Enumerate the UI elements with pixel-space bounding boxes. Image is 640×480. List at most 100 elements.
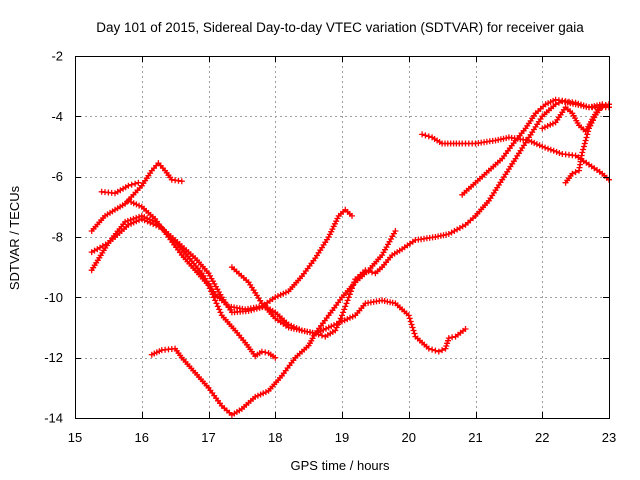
data-point	[525, 137, 532, 144]
data-point	[341, 306, 348, 313]
series-track-k	[562, 101, 612, 186]
series-track-e	[125, 197, 279, 361]
data-point	[326, 231, 333, 238]
data-point	[345, 294, 352, 301]
data-point	[132, 180, 139, 187]
data-point	[583, 134, 590, 141]
data-point	[419, 131, 426, 138]
data-point	[365, 268, 372, 275]
data-point	[406, 315, 413, 322]
series-track-f	[148, 228, 399, 418]
series-track-g	[228, 98, 612, 340]
x-axis-label: GPS time / hours	[291, 458, 390, 473]
data-point	[580, 102, 587, 109]
data-point	[343, 300, 350, 307]
data-point	[312, 330, 319, 337]
x-tick-label: 21	[468, 430, 482, 445]
data-point	[582, 137, 589, 144]
data-point	[580, 146, 587, 153]
data-point	[432, 347, 439, 354]
data-point	[272, 354, 279, 361]
data-point	[544, 123, 551, 129]
data-point	[350, 282, 357, 289]
data-point	[344, 297, 351, 304]
data-point	[342, 303, 349, 310]
data-point	[392, 228, 399, 234]
data-point	[583, 103, 590, 110]
data-point	[407, 318, 414, 325]
data-point	[405, 312, 412, 319]
data-point	[252, 393, 259, 400]
data-point	[425, 133, 432, 140]
data-point	[542, 144, 549, 151]
data-point	[587, 122, 594, 129]
data-point	[319, 332, 325, 339]
x-tick-label: 17	[201, 430, 215, 445]
data-point	[122, 218, 129, 225]
data-point	[503, 135, 510, 142]
x-tick-label: 16	[135, 430, 149, 445]
data-point	[328, 323, 335, 330]
data-point	[410, 327, 417, 334]
x-tick-label: 19	[335, 430, 349, 445]
data-point	[369, 269, 375, 276]
data-point	[130, 200, 137, 207]
data-point	[575, 100, 582, 107]
data-point	[362, 267, 369, 274]
data-point	[256, 304, 263, 311]
data-point	[539, 143, 546, 150]
data-point	[274, 293, 281, 300]
data-point	[282, 289, 289, 296]
data-point	[572, 169, 579, 176]
data-point	[216, 306, 223, 313]
data-point	[556, 150, 563, 156]
data-point	[335, 321, 341, 328]
y-tick-label: -2	[51, 49, 63, 64]
data-point	[213, 300, 220, 307]
axis-ticks	[75, 56, 610, 419]
data-point	[340, 309, 347, 316]
x-tick-label: 15	[68, 430, 82, 445]
data-point	[262, 389, 269, 396]
x-tick-label: 23	[602, 430, 616, 445]
y-tick-label: -14	[44, 411, 63, 426]
y-tick-label: -12	[44, 350, 63, 365]
series-track-b	[98, 179, 142, 197]
data-point	[130, 215, 137, 222]
data-point	[541, 124, 548, 131]
data-point	[135, 179, 142, 186]
grid-lines	[75, 56, 609, 418]
data-point	[347, 288, 354, 295]
data-point	[581, 143, 587, 150]
data-point	[443, 343, 450, 349]
data-point	[408, 321, 415, 328]
data-point	[333, 324, 340, 331]
data-point	[349, 212, 355, 219]
data-point	[585, 128, 592, 135]
data-point	[133, 201, 140, 208]
x-tick-label: 18	[268, 430, 282, 445]
y-tick-label: -6	[51, 169, 63, 184]
y-tick-label: -8	[51, 230, 63, 245]
data-point	[439, 347, 446, 354]
data-point	[579, 149, 586, 156]
data-point	[336, 318, 343, 325]
data-point	[125, 182, 132, 189]
data-point	[553, 148, 560, 155]
data-point	[344, 316, 351, 323]
chart-title: Day 101 of 2015, Sidereal Day-to-day VTE…	[96, 20, 584, 35]
data-point	[531, 139, 538, 146]
data-point	[125, 197, 132, 204]
series-track-a	[88, 160, 185, 234]
data-point	[254, 392, 261, 399]
data-point	[590, 117, 596, 124]
data-point	[260, 390, 267, 397]
data-point	[209, 291, 216, 298]
data-point	[315, 331, 322, 338]
data-point	[572, 99, 579, 106]
y-tick-label: -4	[51, 109, 63, 124]
data-point	[144, 215, 151, 222]
series-track-i	[459, 96, 612, 198]
data-point	[547, 146, 554, 153]
